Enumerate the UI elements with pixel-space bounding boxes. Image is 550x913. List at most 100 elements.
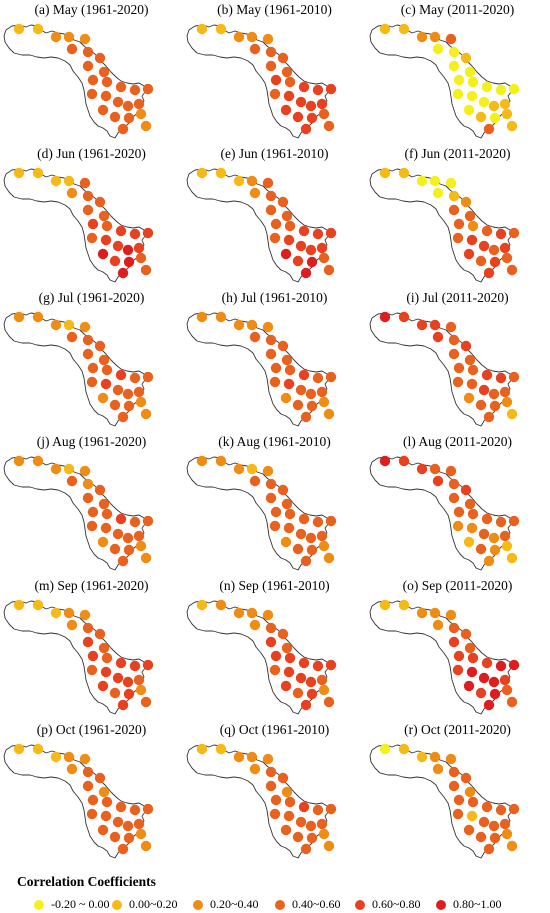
station-marker — [325, 227, 337, 239]
station-marker — [101, 652, 113, 664]
station-marker — [481, 81, 493, 93]
station-marker — [284, 652, 296, 664]
station-marker — [466, 666, 478, 678]
station-marker — [475, 543, 487, 555]
station-marker — [499, 818, 511, 830]
legend-title: Correlation Coefficients — [17, 874, 156, 889]
station-marker — [133, 674, 145, 686]
station-marker — [499, 386, 511, 398]
station-marker — [292, 399, 304, 411]
station-marker — [262, 33, 274, 45]
station-marker — [98, 210, 110, 222]
panel-title: (e) Jun (1961-2010) — [220, 146, 329, 161]
station-marker — [432, 331, 444, 343]
map-panel: (h) Jul (1961-2010) — [183, 288, 366, 432]
station-marker — [66, 475, 78, 487]
station-marker — [318, 396, 330, 408]
station-marker — [63, 31, 75, 43]
station-marker — [323, 264, 335, 276]
panel-title: (g) Jul (1961-2020) — [38, 290, 145, 305]
station-marker — [495, 228, 507, 240]
station-marker — [323, 408, 335, 420]
station-marker — [501, 252, 513, 264]
station-marker — [13, 599, 25, 611]
station-marker — [13, 311, 25, 323]
station-marker — [142, 227, 154, 239]
station-marker — [66, 331, 78, 343]
station-marker — [94, 196, 106, 208]
station-marker — [325, 659, 337, 671]
station-marker — [499, 530, 511, 542]
station-marker — [379, 743, 391, 755]
basin-map — [3, 599, 154, 715]
basin-map — [186, 311, 337, 427]
station-marker — [109, 831, 121, 843]
station-marker — [270, 362, 282, 374]
station-marker — [50, 31, 62, 43]
station-marker — [270, 74, 282, 86]
station-marker — [312, 660, 324, 672]
station-marker — [233, 751, 245, 763]
station-marker — [398, 743, 410, 755]
station-marker — [97, 104, 109, 116]
station-marker — [489, 544, 501, 556]
station-marker — [283, 90, 295, 102]
station-marker — [488, 676, 500, 688]
station-marker — [448, 46, 460, 58]
station-marker — [300, 699, 312, 711]
station-marker — [495, 84, 507, 96]
station-marker — [269, 664, 281, 676]
station-marker — [215, 311, 227, 323]
legend: Correlation Coefficients -0.20 ~ 0.00 0.… — [0, 868, 550, 913]
station-marker — [452, 664, 464, 676]
station-marker — [100, 378, 112, 390]
station-marker — [135, 396, 147, 408]
station-marker — [379, 167, 391, 179]
station-marker — [265, 636, 277, 648]
station-marker — [82, 636, 94, 648]
station-marker — [129, 516, 141, 528]
station-marker — [133, 98, 145, 110]
station-marker — [246, 319, 258, 331]
legend-label: 0.40~0.60 — [292, 897, 341, 911]
station-marker — [300, 843, 312, 855]
station-marker — [432, 43, 444, 55]
station-marker — [94, 52, 106, 64]
basin-map — [369, 167, 520, 283]
station-marker — [101, 76, 113, 88]
station-marker — [316, 242, 328, 254]
station-marker — [140, 120, 152, 132]
station-marker — [508, 659, 520, 671]
station-marker — [306, 256, 318, 268]
station-marker — [432, 619, 444, 631]
station-marker — [305, 244, 317, 256]
station-marker — [448, 60, 460, 72]
station-marker — [475, 687, 487, 699]
station-marker — [432, 187, 444, 199]
station-marker — [117, 123, 129, 135]
station-marker — [506, 408, 518, 420]
basin-outline — [186, 312, 330, 427]
map-panel: (a) May (1961-2020) — [0, 0, 183, 144]
map-panel: (f) Jun (2011-2020) — [366, 144, 549, 288]
station-marker — [488, 820, 500, 832]
station-marker — [109, 543, 121, 555]
station-marker — [123, 256, 135, 268]
station-marker — [265, 478, 277, 490]
station-marker — [82, 190, 94, 202]
station-marker — [32, 311, 44, 323]
station-marker — [86, 520, 98, 532]
station-marker — [298, 657, 310, 669]
panel-title: (a) May (1961-2020) — [34, 2, 149, 17]
station-marker — [460, 196, 472, 208]
station-marker — [50, 463, 62, 475]
station-marker — [281, 498, 293, 510]
station-marker — [398, 23, 410, 35]
basin-outline — [186, 744, 330, 859]
station-marker — [129, 804, 141, 816]
station-marker — [445, 177, 457, 189]
station-marker — [50, 319, 62, 331]
station-marker — [460, 52, 472, 64]
station-marker — [87, 218, 99, 230]
station-marker — [467, 76, 479, 88]
